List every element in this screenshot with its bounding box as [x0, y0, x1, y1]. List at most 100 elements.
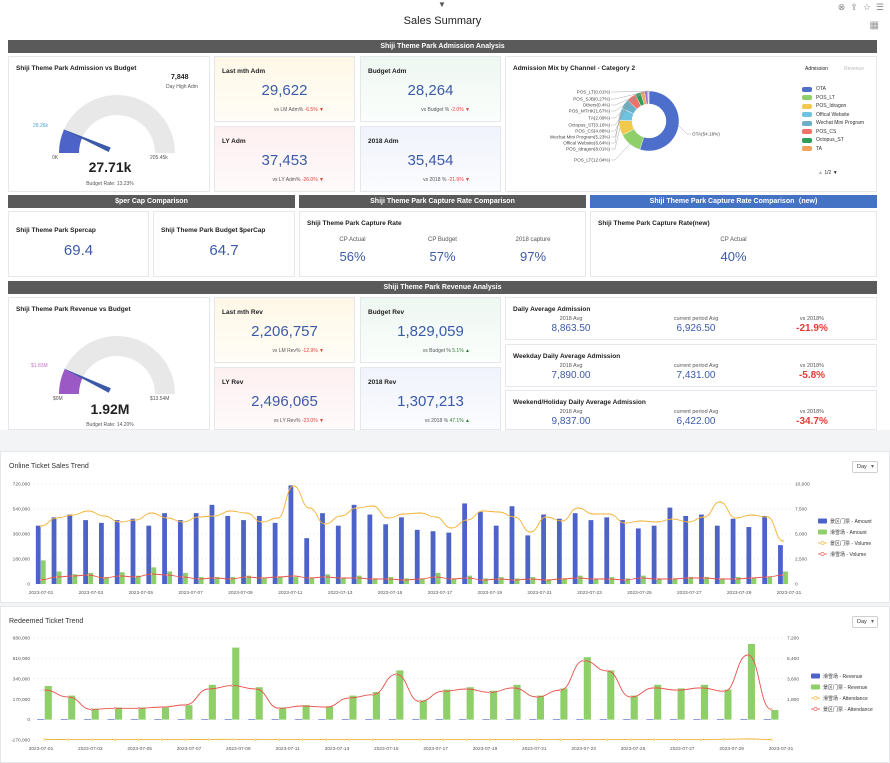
line-point[interactable]	[371, 693, 374, 696]
bar[interactable]	[576, 719, 584, 720]
line-point[interactable]	[292, 574, 295, 578]
bar[interactable]	[572, 513, 578, 584]
bar[interactable]	[651, 525, 657, 584]
line-point[interactable]	[723, 690, 726, 693]
line-point[interactable]	[301, 738, 304, 741]
bar[interactable]	[167, 571, 173, 585]
legend-label[interactable]: 景区门票 - Attendance	[823, 706, 873, 713]
bar[interactable]	[335, 525, 341, 584]
line-point[interactable]	[181, 575, 185, 579]
line-point[interactable]	[481, 578, 485, 582]
bar[interactable]	[490, 690, 498, 720]
line-point[interactable]	[545, 578, 548, 582]
bar[interactable]	[161, 707, 170, 720]
line-point[interactable]	[71, 513, 74, 517]
bar[interactable]	[232, 647, 240, 720]
bar[interactable]	[552, 719, 560, 720]
bar[interactable]	[325, 574, 330, 584]
bar[interactable]	[443, 689, 451, 720]
line-point[interactable]	[67, 738, 70, 741]
bar[interactable]	[356, 575, 362, 584]
line-point[interactable]	[766, 515, 769, 519]
line-point[interactable]	[355, 506, 358, 510]
line-point[interactable]	[339, 514, 343, 518]
line-point[interactable]	[371, 577, 374, 581]
bar[interactable]	[107, 719, 115, 720]
line-point[interactable]	[387, 516, 390, 520]
line-point[interactable]	[301, 704, 304, 708]
line-point[interactable]	[702, 576, 706, 580]
bar[interactable]	[104, 577, 109, 584]
line-point[interactable]	[245, 511, 248, 515]
bar[interactable]	[56, 571, 62, 585]
bar[interactable]	[493, 525, 499, 584]
line-point[interactable]	[529, 577, 532, 581]
line-point[interactable]	[43, 688, 46, 692]
line-point[interactable]	[213, 514, 216, 518]
bar[interactable]	[372, 578, 378, 584]
line-point[interactable]	[395, 673, 398, 676]
line-point[interactable]	[229, 509, 232, 513]
bar[interactable]	[261, 578, 267, 584]
line-point[interactable]	[402, 578, 406, 582]
bar[interactable]	[177, 719, 185, 720]
bar[interactable]	[351, 504, 357, 584]
bar[interactable]	[68, 695, 76, 720]
bar[interactable]	[530, 577, 536, 584]
bar[interactable]	[683, 515, 689, 584]
line-point[interactable]	[39, 578, 43, 582]
line-point[interactable]	[229, 577, 232, 581]
line-point[interactable]	[734, 577, 737, 581]
line-point[interactable]	[629, 738, 632, 741]
bar[interactable]	[670, 719, 678, 720]
line-point[interactable]	[308, 576, 311, 580]
line-point[interactable]	[676, 738, 679, 741]
line-point[interactable]	[323, 575, 327, 579]
bar[interactable]	[279, 707, 287, 720]
line-point[interactable]	[323, 522, 327, 526]
line-point[interactable]	[207, 738, 210, 741]
bar[interactable]	[162, 513, 167, 584]
bar[interactable]	[435, 719, 443, 720]
line-point[interactable]	[213, 576, 216, 580]
bar[interactable]	[154, 719, 162, 720]
granularity-select[interactable]: Day	[852, 461, 878, 473]
bar[interactable]	[214, 577, 220, 584]
bar[interactable]	[498, 577, 504, 584]
line-point[interactable]	[497, 577, 501, 581]
bar[interactable]	[525, 535, 531, 584]
bar[interactable]	[700, 684, 709, 720]
line-point[interactable]	[442, 738, 445, 741]
line-point[interactable]	[629, 695, 632, 699]
bar[interactable]	[724, 689, 732, 720]
line-point[interactable]	[137, 738, 140, 741]
tab-revenue[interactable]: Revenue	[844, 66, 865, 72]
line-point[interactable]	[231, 738, 234, 741]
legend-label[interactable]: 景区门票 - Volume	[830, 540, 871, 547]
line-point[interactable]	[87, 573, 90, 577]
line-point[interactable]	[512, 686, 515, 690]
legend-label[interactable]: 滑雪场 - Revenue	[823, 673, 863, 680]
line-point[interactable]	[608, 577, 611, 581]
bar[interactable]	[302, 705, 310, 720]
line-point[interactable]	[450, 526, 453, 530]
line-point[interactable]	[184, 738, 187, 741]
line-point[interactable]	[582, 659, 585, 662]
line-point[interactable]	[687, 520, 690, 524]
bar[interactable]	[293, 577, 299, 584]
bar[interactable]	[83, 520, 89, 584]
bar[interactable]	[541, 514, 546, 584]
bar[interactable]	[60, 719, 68, 720]
bar[interactable]	[730, 518, 736, 584]
bar[interactable]	[435, 572, 441, 584]
bar[interactable]	[224, 719, 232, 720]
line-point[interactable]	[560, 519, 564, 523]
bar[interactable]	[577, 575, 583, 584]
line-point[interactable]	[608, 512, 611, 516]
bar[interactable]	[688, 577, 694, 584]
bar[interactable]	[677, 688, 685, 720]
bar[interactable]	[414, 529, 420, 584]
line-point[interactable]	[639, 519, 643, 523]
bar[interactable]	[667, 507, 673, 584]
line-point[interactable]	[276, 575, 279, 579]
